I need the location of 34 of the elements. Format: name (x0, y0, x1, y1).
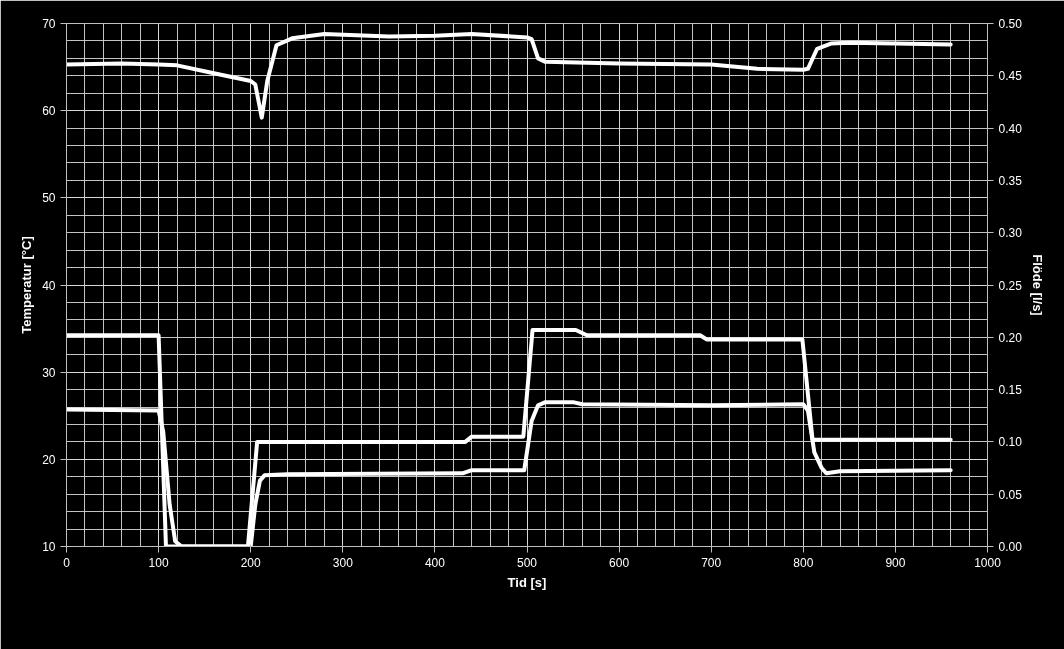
x-tick-label: 500 (516, 555, 538, 570)
y2-tick-label: 0.35 (998, 173, 1023, 188)
x-tick-label: 400 (424, 555, 446, 570)
x-tick-label: 300 (332, 555, 354, 570)
x-tick-label: 800 (793, 555, 814, 570)
y2-tick-label: 0.20 (998, 330, 1023, 345)
x-tick-label: 100 (148, 555, 169, 570)
y-tick-label: 20 (42, 452, 56, 467)
line-series (66, 31, 953, 120)
y-axis-title: Temperatur [°C] (19, 236, 35, 334)
x-tick-label: 1000 (974, 555, 1002, 570)
y2-tick-label: 0.00 (998, 540, 1023, 554)
y2-tick-label: 0.10 (998, 435, 1023, 450)
x-axis-title: Tid [s] (507, 574, 547, 590)
y2-tick-label: 0.50 (998, 17, 1023, 31)
x-tick-label: 900 (885, 555, 906, 570)
y-tick-label: 70 (42, 17, 56, 31)
x-tick-label: 700 (701, 555, 722, 570)
x-tick-label: 200 (240, 555, 262, 570)
y-tick-label: 50 (42, 191, 56, 206)
y2-tick-label: 0.25 (998, 278, 1023, 293)
y-tick-label: 30 (42, 365, 56, 380)
y2-tick-label: 0.45 (998, 69, 1023, 84)
y-tick-label: 60 (42, 104, 56, 119)
y2-tick-label: 0.40 (998, 121, 1023, 136)
y2-tick-label: 0.15 (998, 383, 1023, 398)
x-tick-label: 600 (609, 555, 630, 570)
y-tick-label: 10 (42, 540, 56, 554)
y2-tick-label: 0.30 (998, 226, 1023, 241)
y2-tick-label: 0.05 (998, 487, 1023, 502)
line-series (66, 327, 953, 547)
y-tick-label: 40 (42, 278, 56, 293)
x-tick-label: 0 (63, 555, 71, 570)
y2-axis-title: Flöde [l/s] (1029, 254, 1045, 316)
